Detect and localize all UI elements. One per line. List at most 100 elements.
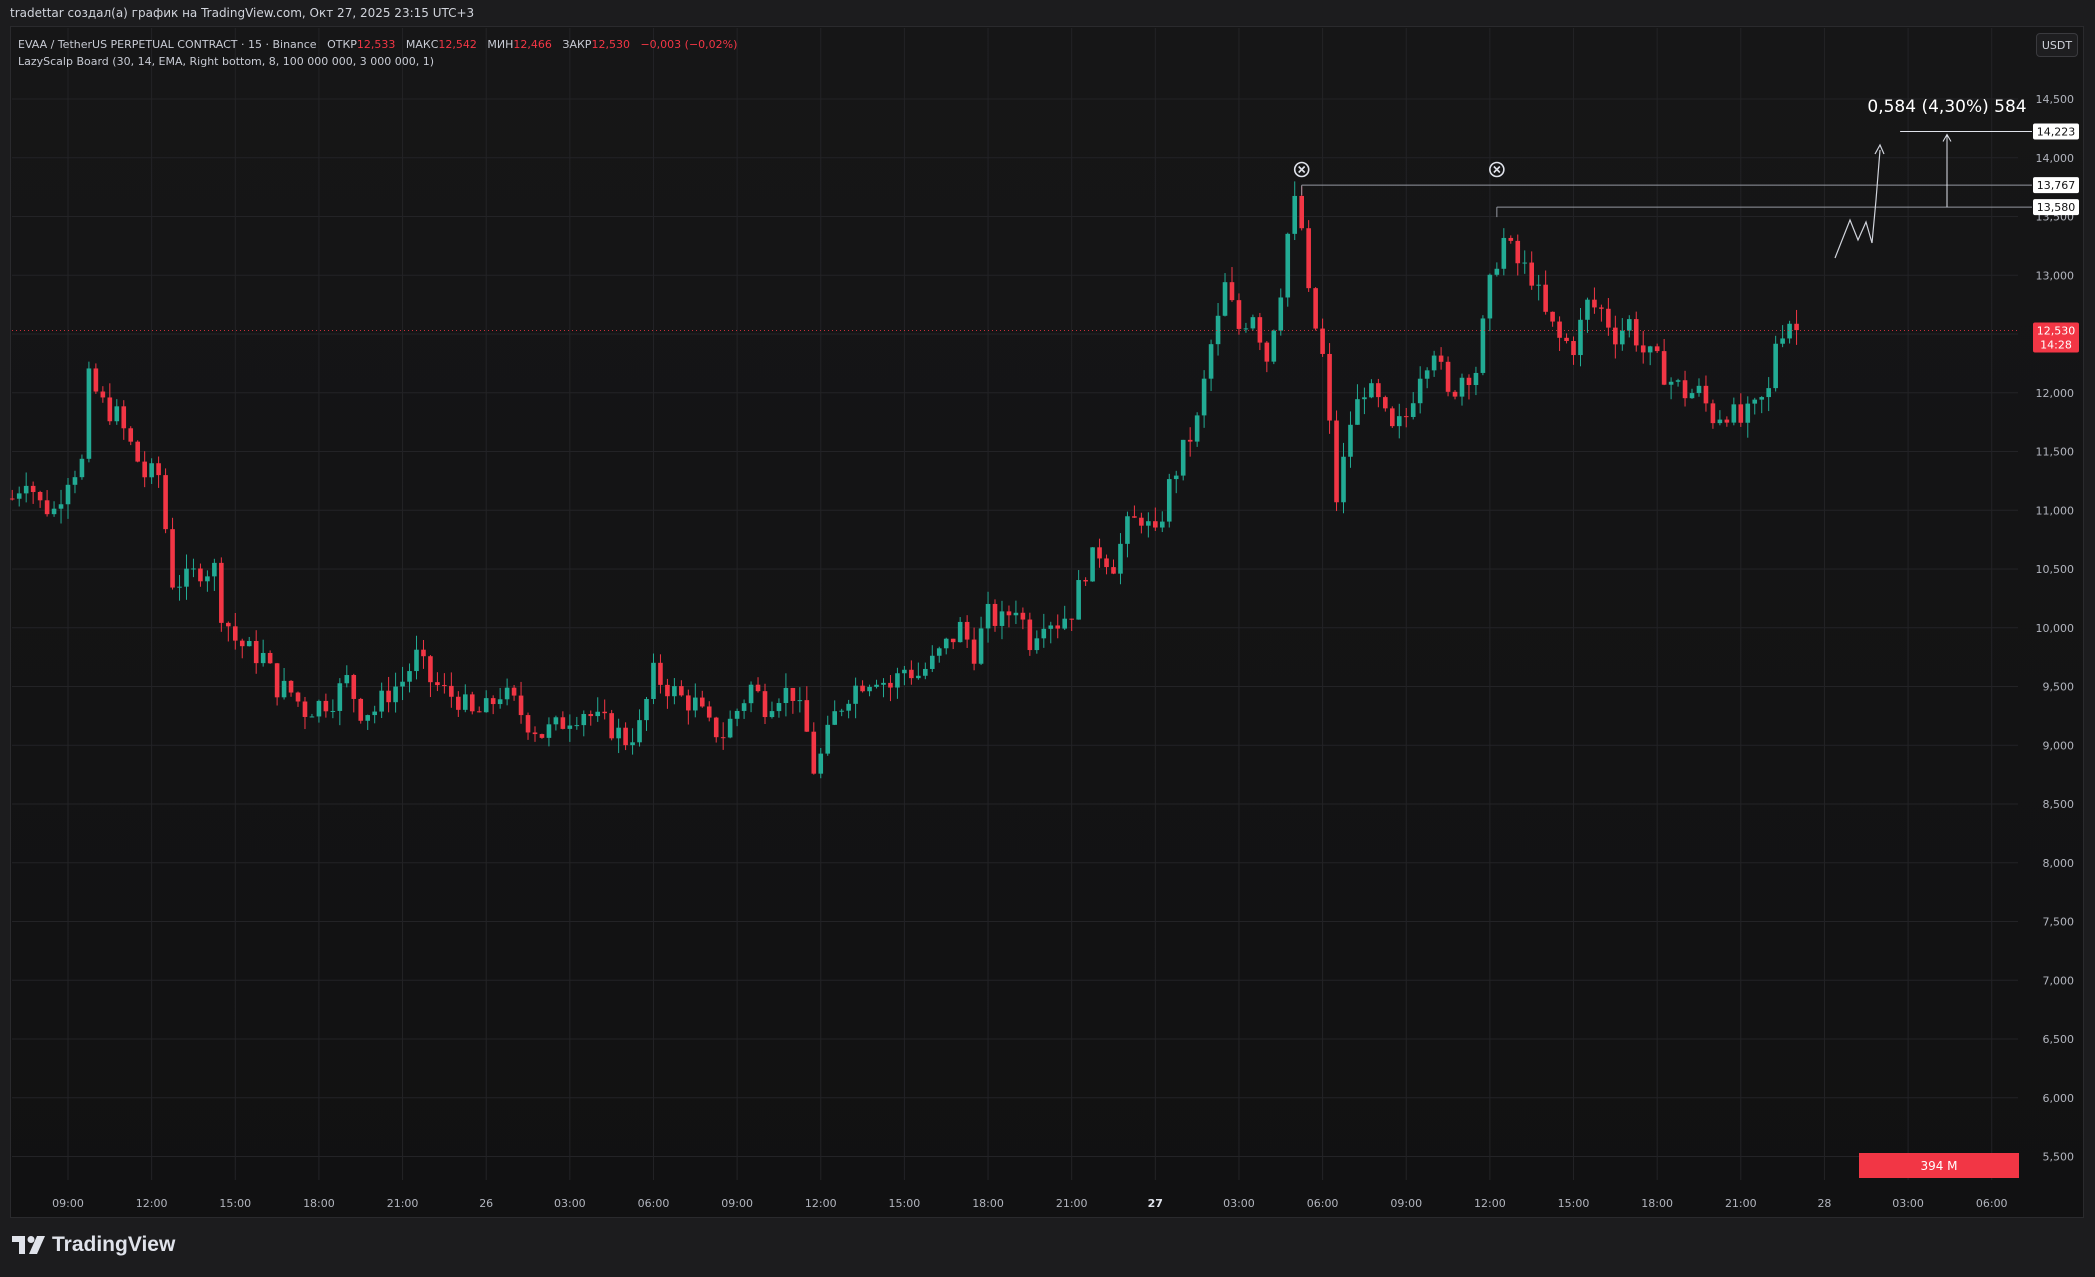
candle-body — [497, 699, 503, 705]
x-tick-label: 12:00 — [136, 1197, 168, 1210]
candle-body — [1139, 517, 1144, 526]
candle-body — [198, 568, 203, 582]
candle-body — [100, 391, 106, 398]
tradingview-logo[interactable]: TradingView — [12, 1233, 175, 1257]
candle-body — [1620, 330, 1625, 345]
candle-body — [1585, 299, 1590, 320]
candle-body — [1069, 618, 1074, 620]
symbol-name[interactable]: EVAA / TetherUS PERPETUAL CONTRACT · 15 … — [18, 38, 317, 51]
candle-body — [344, 675, 350, 684]
candle-body — [365, 715, 371, 721]
y-tick-label: 9,500 — [2043, 681, 2075, 694]
candle-body — [909, 669, 914, 679]
candle-body — [1125, 516, 1130, 544]
x-tick-label: 06:00 — [638, 1197, 670, 1210]
candle-body — [1236, 300, 1242, 329]
candle-body — [860, 685, 865, 692]
candle-body — [1264, 342, 1270, 362]
candle-body — [616, 727, 621, 739]
candle-body — [971, 639, 977, 664]
candle-body — [1689, 393, 1695, 399]
candle-body — [1034, 638, 1040, 651]
candle-body — [184, 568, 189, 587]
low-label: МИН — [487, 38, 514, 51]
candle-body — [1599, 307, 1604, 309]
indicator-line[interactable]: LazyScalp Board (30, 14, EMA, Right bott… — [18, 55, 434, 68]
candle-body — [16, 493, 22, 499]
high-value: 12,542 — [438, 38, 477, 51]
candle-body — [274, 663, 280, 698]
candle-body — [1369, 383, 1374, 398]
candle-body — [1682, 380, 1688, 399]
candle-body — [574, 725, 580, 727]
candle-body — [1334, 420, 1339, 503]
candle-body — [1529, 262, 1534, 286]
price-tag-level-high-bg — [2033, 177, 2079, 194]
y-tick-label: 13,000 — [2036, 269, 2075, 282]
price-tag-level-low-bg — [2033, 199, 2079, 216]
candle-body — [1390, 408, 1395, 427]
y-tick-label: 7,500 — [2043, 916, 2075, 929]
candle-body — [1132, 516, 1137, 518]
candle-body — [964, 621, 970, 640]
candle-body — [832, 711, 837, 725]
candle-body — [1522, 262, 1528, 264]
candle-body — [1759, 397, 1765, 400]
candle-body — [281, 680, 287, 698]
candle-body — [1766, 388, 1771, 398]
y-tick-label: 6,500 — [2043, 1033, 2075, 1046]
candle-body — [379, 690, 384, 712]
candle-body — [351, 675, 357, 699]
y-tick-label: 8,000 — [2043, 857, 2075, 870]
candle-body — [1417, 378, 1423, 404]
price-chart[interactable]: 0,584 (4,30%) 584 14,50014,00013,50013,0… — [0, 0, 2095, 1230]
candle-body — [9, 498, 15, 500]
price-tag-current: 12,530 — [2037, 324, 2076, 337]
candle-body — [1097, 547, 1102, 559]
candle-body — [1257, 317, 1263, 343]
price-tag-level-high: 13,767 — [2037, 179, 2076, 192]
currency-button[interactable]: USDT — [2036, 33, 2078, 57]
candle-body — [1313, 288, 1318, 329]
close-label: ЗАКР — [562, 38, 592, 51]
candle-body — [1383, 397, 1388, 409]
candle-body — [1090, 547, 1095, 582]
y-tick-label: 12,000 — [2036, 387, 2075, 400]
candle-body — [1027, 619, 1033, 651]
candle-body — [23, 485, 29, 494]
chart-pane[interactable] — [10, 26, 2084, 1218]
close-value: 12,530 — [591, 38, 630, 51]
candle-body — [1571, 341, 1576, 356]
candle-body — [679, 686, 684, 696]
x-tick-label: 06:00 — [1976, 1197, 2008, 1210]
candle-body — [442, 685, 447, 687]
candle-body — [686, 695, 691, 711]
candle-body — [1494, 268, 1500, 275]
candle-body — [1229, 282, 1235, 301]
candle-body — [1578, 319, 1583, 356]
x-tick-label: 12:00 — [1474, 1197, 1506, 1210]
candle-body — [1410, 403, 1416, 417]
candle-body — [999, 611, 1005, 626]
tradingview-logo-icon — [12, 1236, 45, 1254]
candle-body — [253, 641, 259, 664]
candle-body — [1424, 370, 1430, 379]
candle-body — [1299, 195, 1304, 229]
candle-body — [769, 711, 775, 718]
candle-body — [985, 603, 991, 629]
candle-body — [748, 684, 754, 704]
x-tick-label: 03:00 — [554, 1197, 586, 1210]
candle-body — [776, 703, 782, 712]
candle-body — [1703, 385, 1709, 404]
candle-body — [1515, 240, 1521, 264]
candle-body — [1557, 321, 1562, 338]
low-value: 12,466 — [513, 38, 552, 51]
measure-arrow-head — [1942, 133, 1952, 142]
candle-body — [1104, 558, 1109, 568]
candle-body — [316, 700, 322, 717]
candle-body — [205, 576, 210, 582]
candle-body — [1362, 397, 1367, 400]
candle-body — [107, 397, 113, 422]
candle-body — [1153, 521, 1158, 528]
y-tick-label: 10,000 — [2036, 622, 2075, 635]
